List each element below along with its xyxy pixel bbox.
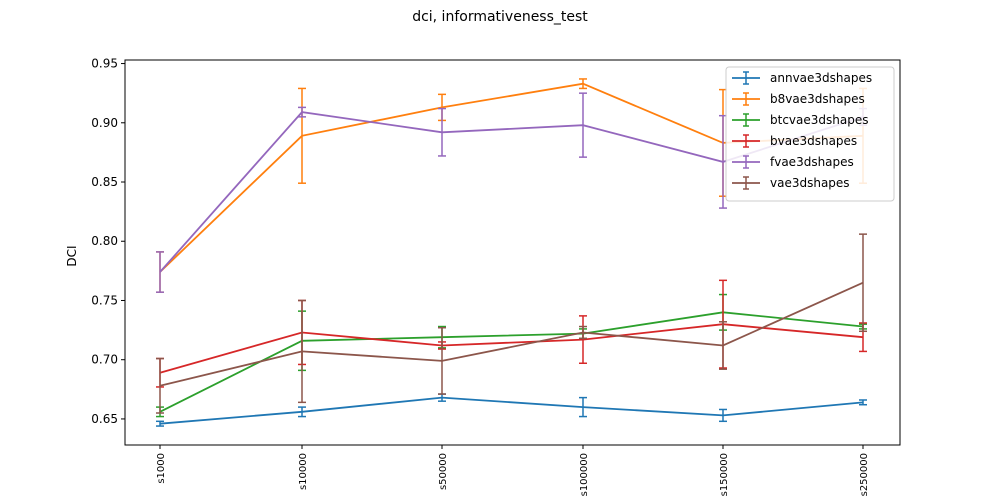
x-tick-label: s150000 — [719, 453, 730, 496]
legend-label: btcvae3dshapes — [770, 113, 868, 127]
legend-label: fvae3dshapes — [770, 155, 854, 169]
y-tick-label: 0.85 — [91, 175, 118, 189]
plot-frame — [124, 59, 901, 446]
y-tick-label: 0.80 — [91, 234, 118, 248]
series-line — [159, 396, 864, 425]
y-tick-label: 0.70 — [91, 353, 118, 367]
y-tick-label: 0.75 — [91, 293, 118, 307]
x-tick-label: s1000 — [156, 453, 167, 484]
legend-label: b8vae3dshapes — [770, 92, 865, 106]
chart-title: dci, informativeness_test — [412, 9, 588, 25]
y-tick-label: 0.95 — [91, 57, 118, 71]
x-tick-label: s50000 — [438, 453, 449, 490]
series-annvae3dshapes — [156, 393, 867, 427]
legend: annvae3dshapes b8vae3dshapes btcvae3dshape… — [725, 66, 895, 202]
x-tick-label: s10000 — [298, 453, 309, 490]
series-line — [159, 323, 864, 374]
x-tick-label: s250000 — [859, 453, 870, 496]
x-tick-label: s100000 — [579, 453, 590, 496]
y-axis: 0.65 0.70 0.75 0.80 0.85 0.90 0.95 — [91, 57, 125, 426]
series-bvae3dshapes — [156, 279, 867, 388]
y-tick-label: 0.90 — [91, 116, 118, 130]
legend-label: vae3dshapes — [770, 176, 850, 190]
legend-label: bvae3dshapes — [770, 134, 857, 148]
series-btcvae3dshapes — [156, 293, 867, 418]
series-line — [159, 311, 864, 413]
x-axis: s1000 s10000 s50000 s100000 s150000 s250000 — [156, 445, 870, 496]
y-tick-label: 0.65 — [91, 412, 118, 426]
series-vae3dshapes — [156, 233, 867, 414]
legend-label: annvae3dshapes — [770, 71, 872, 85]
series-line — [159, 281, 864, 387]
y-axis-label: DCI — [65, 245, 79, 266]
legend-box — [725, 66, 895, 202]
